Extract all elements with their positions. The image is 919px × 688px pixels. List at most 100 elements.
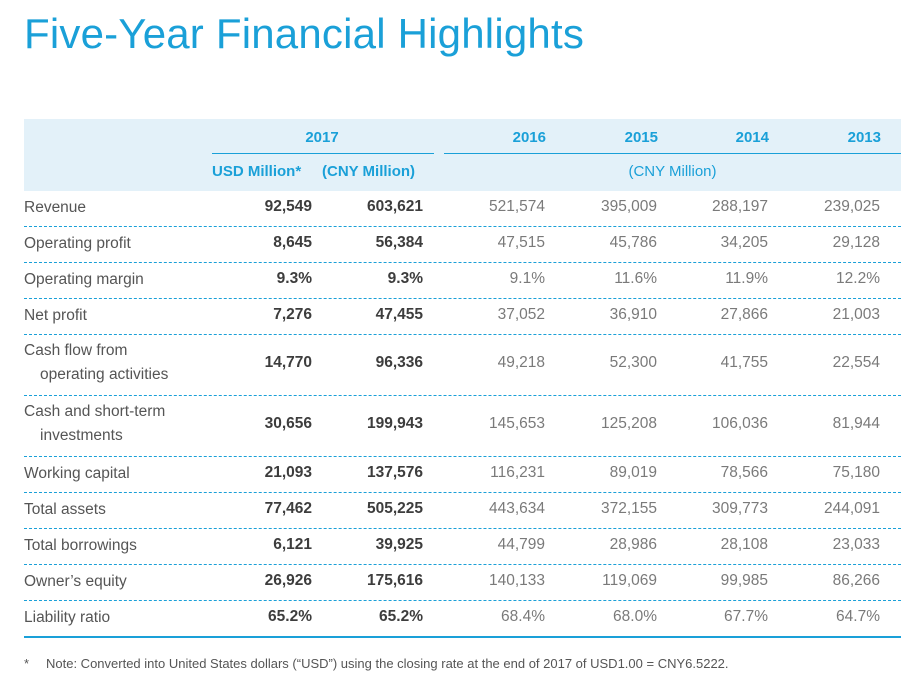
value-cell: 288,197 — [711, 198, 768, 215]
table-row: Operating margin 9.3% 9.3% 9.1% 11.6% 11.9% 12… — [24, 263, 901, 299]
row-label: Cash flow from operating activities — [24, 339, 168, 387]
value-2017-cell: 65.2% — [268, 608, 312, 625]
value-cell: 81,944 — [832, 415, 880, 432]
value-cell: 34,205 — [720, 234, 768, 251]
value-cell: 89,019 — [609, 464, 657, 481]
value-cell: 244,091 — [823, 500, 880, 517]
value-2017-cell: 92,549 — [264, 198, 312, 215]
value-cell: 68.4% — [501, 608, 545, 625]
value-cell: 125,208 — [600, 415, 657, 432]
row-label-line: Total assets — [24, 501, 106, 518]
value-cell: 28,986 — [609, 536, 657, 553]
year-2015-header: 2015 — [624, 129, 658, 146]
table-row: Operating profit 8,645 56,384 47,515 45,786 3… — [24, 227, 901, 263]
value-2017-cell: 14,770 — [264, 354, 312, 371]
row-label-line: Cash and short-term — [24, 403, 166, 420]
value-cell: 9.1% — [509, 270, 545, 287]
value-cell: 145,653 — [488, 415, 545, 432]
value-2017-cell: 21,093 — [264, 464, 312, 481]
page-title: Five-Year Financial Highlights — [24, 10, 585, 57]
table-row: Total borrowings 6,121 39,925 44,799 28,986 2… — [24, 529, 901, 565]
row-label-line: Operating profit — [24, 235, 131, 252]
value-cell: 99,985 — [720, 572, 768, 589]
value-2017-cell: 505,225 — [366, 500, 423, 517]
value-cell: 52,300 — [609, 354, 657, 371]
row-label: Total assets — [24, 498, 106, 522]
value-2017-cell: 199,943 — [366, 415, 423, 432]
row-label: Operating profit — [24, 232, 131, 256]
year-2016-header: 2016 — [512, 129, 546, 146]
row-label-line: Total borrowings — [24, 537, 137, 554]
value-cell: 119,069 — [602, 572, 657, 589]
value-cell: 27,866 — [720, 306, 768, 323]
value-cell: 47,515 — [497, 234, 545, 251]
row-label-line: Net profit — [24, 307, 87, 324]
value-2017-cell: 9.3% — [276, 270, 312, 287]
value-cell: 116,231 — [490, 464, 545, 481]
value-2017-cell: 8,645 — [273, 234, 312, 251]
value-cell: 23,033 — [832, 536, 880, 553]
table-row: Owner’s equity 26,926 175,616 140,133 119,06… — [24, 565, 901, 601]
value-cell: 372,155 — [600, 500, 657, 517]
footnote-text: Note: Converted into United States dolla… — [46, 656, 729, 671]
value-cell: 37,052 — [497, 306, 545, 323]
row-label: Net profit — [24, 304, 87, 328]
table-row: Cash and short-term investments 30,656 199,… — [24, 396, 901, 457]
table-header: 2017 2016 2015 2014 2013 USD Million* (C… — [24, 119, 901, 191]
table-row: Cash flow from operating activities 14,770… — [24, 335, 901, 396]
row-label-line-2: investments — [40, 427, 123, 444]
value-cell: 36,910 — [609, 306, 657, 323]
row-label-line: Cash flow from — [24, 342, 128, 359]
table-row: Total assets 77,462 505,225 443,634 372,155 3… — [24, 493, 901, 529]
value-2017-cell: 39,925 — [375, 536, 423, 553]
row-label: Liability ratio — [24, 606, 110, 630]
value-cell: 86,266 — [832, 572, 880, 589]
year-2013-header: 2013 — [847, 129, 881, 146]
value-2017-cell: 47,455 — [375, 306, 423, 323]
value-2017-cell: 9.3% — [387, 270, 423, 287]
value-cell: 45,786 — [609, 234, 657, 251]
value-cell: 64.7% — [836, 608, 880, 625]
cny-unit-label: (CNY Million) — [322, 163, 416, 180]
year-2017-underline — [212, 153, 434, 154]
row-label-line: Owner’s equity — [24, 573, 127, 590]
footnote-marker: * — [24, 656, 30, 671]
year-2017-header: 2017 — [305, 129, 339, 146]
table-row: Working capital 21,093 137,576 116,231 89,01… — [24, 457, 901, 493]
value-cell: 28,108 — [720, 536, 768, 553]
row-label-line: Operating margin — [24, 271, 144, 288]
value-cell: 443,634 — [488, 500, 545, 517]
value-cell: 12.2% — [836, 270, 880, 287]
value-cell: 21,003 — [832, 306, 880, 323]
value-cell: 239,025 — [823, 198, 880, 215]
value-cell: 106,036 — [711, 415, 768, 432]
row-label: Cash and short-term investments — [24, 400, 165, 448]
years-underline — [444, 153, 901, 154]
value-2017-cell: 26,926 — [264, 572, 312, 589]
value-cell: 29,128 — [832, 234, 880, 251]
value-cell: 78,566 — [720, 464, 768, 481]
table-row: Net profit 7,276 47,455 37,052 36,910 27,866 2… — [24, 299, 901, 335]
row-label: Owner’s equity — [24, 570, 127, 594]
row-label-line: Liability ratio — [24, 609, 111, 626]
value-2017-cell: 6,121 — [273, 536, 312, 553]
row-label-line-2: operating activities — [40, 366, 169, 383]
value-cell: 309,773 — [711, 500, 768, 517]
row-label-line: Revenue — [24, 199, 87, 216]
value-cell: 11.6% — [614, 270, 657, 287]
value-2017-cell: 30,656 — [264, 415, 312, 432]
value-cell: 67.7% — [724, 608, 768, 625]
row-label: Working capital — [24, 462, 130, 486]
value-2017-cell: 7,276 — [273, 306, 312, 323]
table-row: Liability ratio 65.2% 65.2% 68.4% 68.0% 67.7%… — [24, 601, 901, 638]
value-cell: 44,799 — [497, 536, 545, 553]
value-cell: 41,755 — [720, 354, 768, 371]
value-cell: 140,133 — [488, 572, 545, 589]
value-cell: 521,574 — [488, 198, 545, 215]
value-cell: 68.0% — [613, 608, 657, 625]
row-label: Revenue — [24, 196, 86, 220]
row-label: Total borrowings — [24, 534, 137, 558]
value-cell: 11.9% — [725, 270, 768, 287]
value-2017-cell: 96,336 — [375, 354, 423, 371]
year-2014-header: 2014 — [735, 129, 769, 146]
